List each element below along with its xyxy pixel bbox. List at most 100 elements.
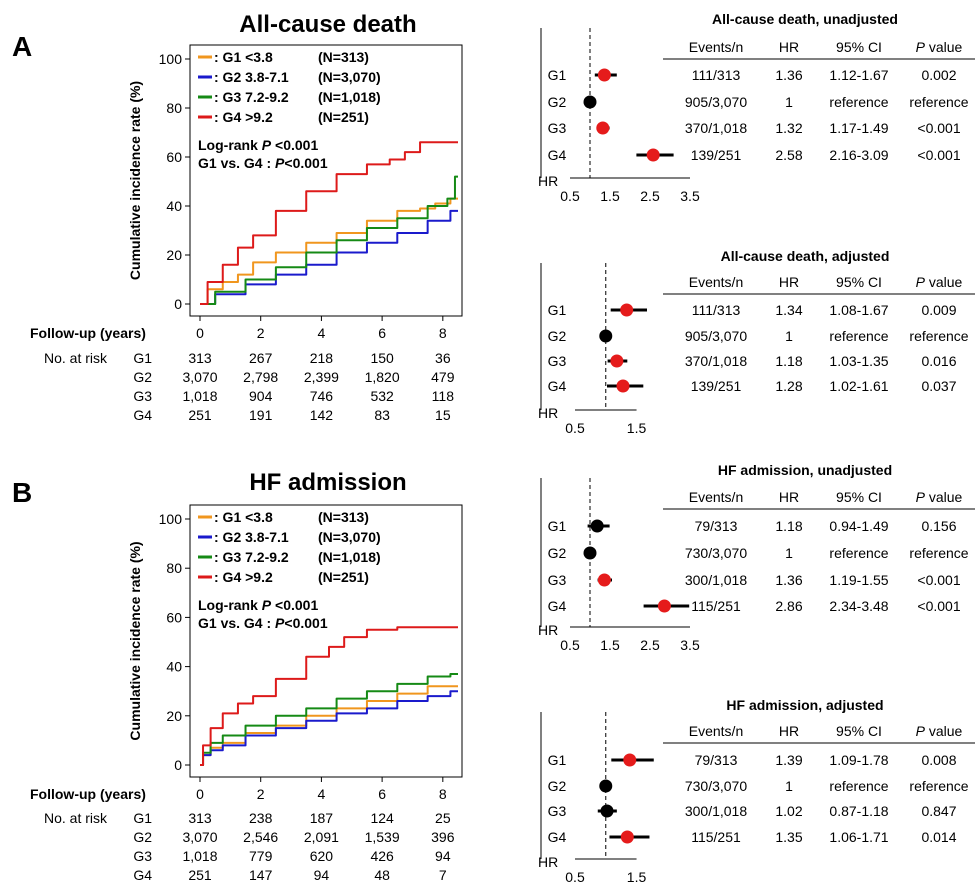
risk-table-value: 251 — [188, 867, 212, 883]
panel-letter-a: A — [12, 31, 32, 62]
risk-table-value: 238 — [249, 810, 273, 826]
forest-tick-label: 3.5 — [680, 637, 700, 653]
km-series-line — [200, 175, 458, 305]
risk-table-value: 746 — [310, 388, 334, 404]
risk-table-value: 3,070 — [182, 829, 217, 845]
forest-events: 139/251 — [691, 147, 742, 163]
forest-ci: 0.94-1.49 — [829, 518, 888, 534]
forest-hr-point — [616, 379, 630, 393]
x-tick-label: 6 — [378, 786, 386, 802]
forest-events: 730/3,070 — [685, 778, 747, 794]
y-tick-label: 20 — [166, 708, 182, 724]
forest-hr-point — [599, 329, 613, 343]
risk-table-group: G2 — [133, 369, 152, 385]
forest-hr-point — [597, 68, 611, 82]
forest-axis-label: HR — [538, 622, 558, 638]
forest-ci: reference — [829, 545, 888, 561]
x-axis-label: Follow-up (years) — [30, 786, 146, 802]
risk-table-group: G3 — [133, 848, 152, 864]
forest-plot-hf-unadjusted: HF admission, unadjusted Events/n HR 95% CI… — [538, 462, 975, 653]
risk-table-value: 267 — [249, 350, 273, 366]
forest-tick-label: 1.5 — [627, 869, 647, 885]
y-axis-label: Cumulative incidence rate (%) — [127, 541, 143, 740]
forest-hr-point — [599, 779, 613, 793]
forest-tick-label: 1.5 — [600, 637, 620, 653]
y-tick-label: 100 — [159, 51, 183, 67]
forest-hr: 1.28 — [775, 378, 802, 394]
forest-header: HR — [779, 489, 799, 505]
x-tick-label: 8 — [439, 786, 447, 802]
forest-p: <0.001 — [917, 120, 960, 136]
forest-p: 0.008 — [921, 752, 956, 768]
forest-events: 111/313 — [692, 67, 741, 83]
forest-p: reference — [909, 545, 968, 561]
forest-row-group: G4 — [548, 829, 567, 845]
forest-ci: 1.08-1.67 — [829, 302, 888, 318]
risk-table-value: 479 — [431, 369, 455, 385]
risk-table-value: 779 — [249, 848, 273, 864]
forest-axis-label: HR — [538, 405, 558, 421]
logrank-text: Log-rank P <0.001 — [198, 597, 318, 613]
forest-axis-label: HR — [538, 173, 558, 189]
forest-p: <0.001 — [917, 572, 960, 588]
forest-events: 370/1,018 — [685, 120, 747, 136]
forest-p: 0.009 — [921, 302, 956, 318]
x-tick-label: 4 — [318, 786, 326, 802]
km-series-line — [200, 141, 458, 305]
risk-table-value: 147 — [249, 867, 273, 883]
legend-entry: : G2 3.8-7.1 — [214, 529, 289, 545]
forest-row-group: G1 — [548, 518, 567, 534]
km-frame — [189, 504, 463, 778]
forest-p: 0.037 — [921, 378, 956, 394]
legend-count: (N=1,018) — [318, 549, 381, 565]
forest-row-group: G2 — [548, 545, 567, 561]
km-frame — [189, 44, 463, 317]
forest-hr-point — [583, 546, 597, 560]
forest-hr: 1.35 — [775, 829, 802, 845]
risk-table-value: 218 — [310, 350, 334, 366]
forest-hr-point — [596, 121, 610, 135]
forest-events: 139/251 — [691, 378, 742, 394]
forest-hr: 1.34 — [775, 302, 802, 318]
risk-table-value: 187 — [310, 810, 334, 826]
forest-events: 115/251 — [691, 829, 741, 845]
forest-tick-label: 2.5 — [640, 637, 660, 653]
forest-hr-point — [620, 303, 634, 317]
forest-title: HF admission, unadjusted — [718, 462, 892, 478]
risk-table-value: 7 — [439, 867, 447, 883]
forest-header: Events/n — [689, 489, 743, 505]
forest-ci: 1.06-1.71 — [829, 829, 888, 845]
forest-title: HF admission, adjusted — [726, 697, 883, 713]
forest-header: P value — [916, 274, 963, 290]
forest-hr: 1.39 — [775, 752, 802, 768]
km-series-line — [200, 685, 458, 766]
forest-header: HR — [779, 39, 799, 55]
forest-hr: 1.36 — [775, 572, 802, 588]
risk-table-value: 36 — [435, 350, 451, 366]
forest-tick-label: 0.5 — [560, 637, 580, 653]
legend-entry: : G4 >9.2 — [214, 109, 273, 125]
risk-table-value: 396 — [431, 829, 455, 845]
x-tick-label: 0 — [196, 786, 204, 802]
forest-events: 79/313 — [695, 752, 738, 768]
forest-events: 905/3,070 — [685, 328, 747, 344]
y-tick-label: 60 — [166, 149, 182, 165]
risk-table-group: G1 — [133, 810, 152, 826]
x-tick-label: 2 — [257, 786, 265, 802]
forest-hr: 1 — [785, 545, 793, 561]
forest-hr-point — [583, 95, 597, 109]
risk-table-value: 94 — [435, 848, 451, 864]
forest-ci: 0.87-1.18 — [829, 803, 888, 819]
risk-table-value: 25 — [435, 810, 451, 826]
risk-table-value: 532 — [370, 388, 394, 404]
legend-entry: : G1 <3.8 — [214, 509, 273, 525]
legend-entry: : G4 >9.2 — [214, 569, 273, 585]
forest-tick-label: 1.5 — [627, 420, 647, 436]
risk-table-value: 1,539 — [365, 829, 400, 845]
forest-title: All-cause death, unadjusted — [712, 11, 898, 27]
forest-events: 300/1,018 — [685, 572, 747, 588]
x-tick-label: 8 — [439, 325, 447, 341]
forest-p: 0.156 — [921, 518, 956, 534]
forest-ci: 1.09-1.78 — [829, 752, 888, 768]
